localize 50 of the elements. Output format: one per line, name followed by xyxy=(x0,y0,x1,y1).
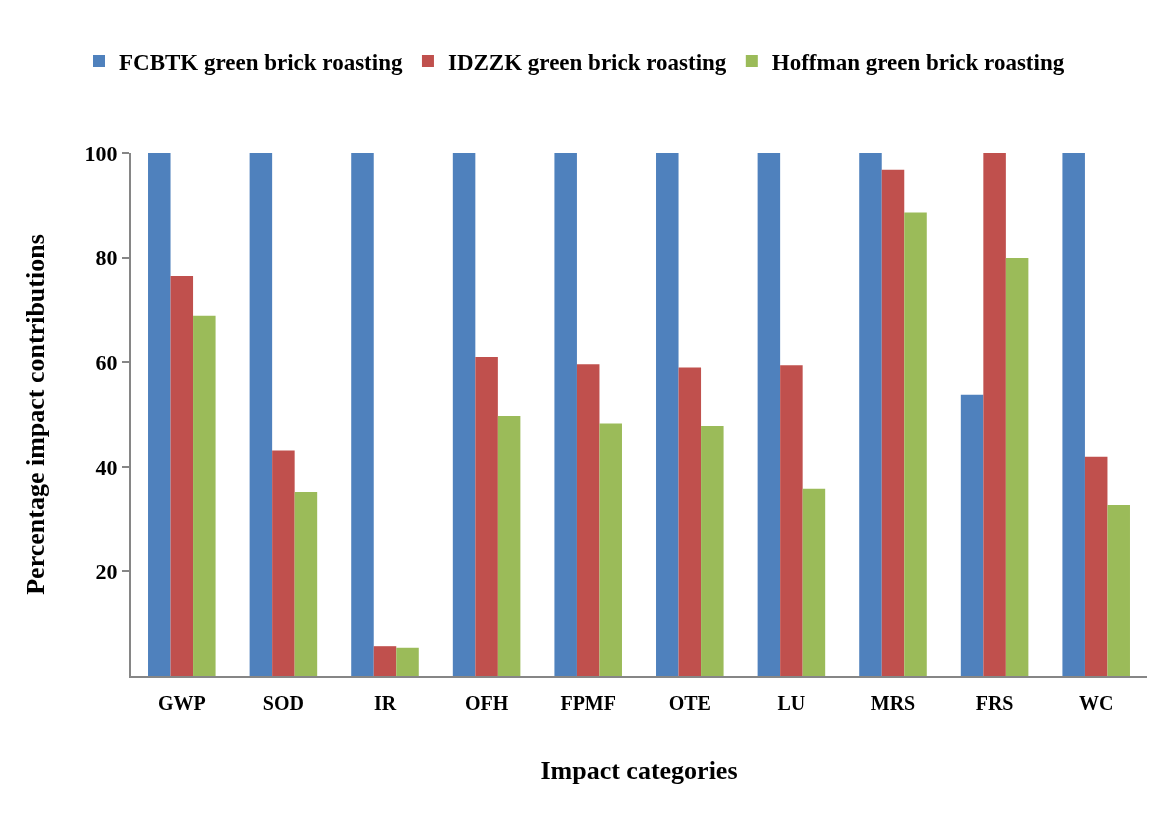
bar xyxy=(294,491,318,676)
y-axis-title: Percentage impact contributions xyxy=(21,234,51,595)
bar xyxy=(475,356,498,676)
x-tick-label: OTE xyxy=(668,692,711,714)
bar xyxy=(802,488,826,676)
bar xyxy=(148,153,171,676)
bar xyxy=(452,153,476,676)
bar xyxy=(170,275,194,676)
legend-label: IDZZK green brick roasting xyxy=(447,49,727,75)
bar xyxy=(373,646,397,676)
bar xyxy=(678,367,702,676)
bar xyxy=(780,365,803,676)
bar xyxy=(757,153,781,676)
bar xyxy=(1005,258,1029,676)
bar xyxy=(983,153,1006,676)
bar xyxy=(859,153,882,676)
bar xyxy=(351,153,374,676)
y-tick-label: 100 xyxy=(84,140,118,166)
bar xyxy=(272,450,295,676)
bar xyxy=(396,647,419,676)
bar xyxy=(881,169,905,676)
bar xyxy=(1084,456,1108,676)
x-tick-label: WC xyxy=(1078,692,1114,714)
bar xyxy=(599,423,622,676)
bar xyxy=(656,153,679,676)
bar xyxy=(904,212,927,676)
x-axis-title: Impact categories xyxy=(540,756,738,786)
bar xyxy=(497,416,521,676)
x-tick-label: SOD xyxy=(262,692,304,714)
x-tick-label: IR xyxy=(373,692,397,714)
y-tick-label: 40 xyxy=(95,454,118,480)
bar xyxy=(249,153,273,676)
x-tick-label: GWP xyxy=(157,692,206,714)
x-tick-label: OFH xyxy=(464,692,509,714)
x-tick-label: LU xyxy=(777,692,806,714)
bar xyxy=(554,153,577,676)
bar xyxy=(701,426,724,676)
legend-label: FCBTK green brick roasting xyxy=(119,49,403,75)
y-tick-label: 60 xyxy=(95,349,118,375)
x-tick-label: FRS xyxy=(975,692,1014,714)
bar xyxy=(576,364,600,676)
bar xyxy=(1107,504,1130,676)
legend-label: Hoffman green brick roasting xyxy=(771,49,1065,75)
y-tick-label: 20 xyxy=(95,559,118,585)
x-tick-label: MRS xyxy=(870,692,916,714)
x-tick-label: FPMF xyxy=(560,692,616,714)
y-tick-label: 80 xyxy=(95,245,118,271)
bar xyxy=(1062,153,1085,676)
bar xyxy=(193,315,216,676)
bar xyxy=(960,394,984,676)
